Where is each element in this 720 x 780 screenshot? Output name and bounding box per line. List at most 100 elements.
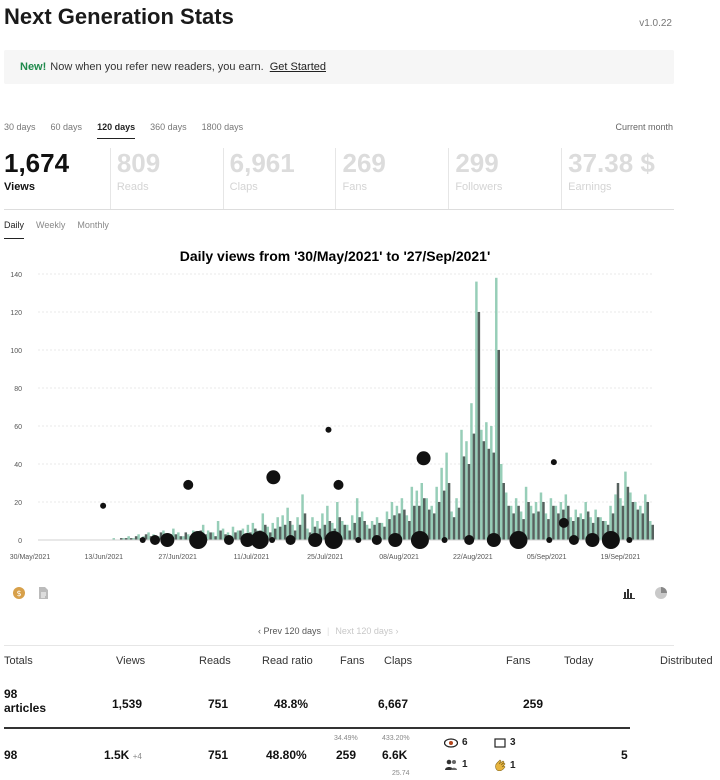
bar: [420, 483, 423, 540]
stat-value: 299: [455, 148, 499, 178]
stat-fans[interactable]: 269 Fans: [335, 148, 448, 209]
bar: [604, 521, 607, 540]
bar: [584, 502, 587, 540]
bar: [273, 528, 277, 540]
coin-icon[interactable]: $: [12, 586, 26, 600]
tab-120-days[interactable]: 120 days: [97, 122, 136, 139]
bar: [467, 464, 471, 540]
bar: [532, 513, 535, 540]
y-tick-label: 60: [14, 424, 22, 431]
stat-reads[interactable]: 809 Reads: [109, 148, 223, 209]
article-bubble: [416, 451, 431, 466]
book-icon: [494, 737, 506, 748]
bar: [365, 524, 369, 540]
bar: [122, 538, 125, 540]
bar: [388, 519, 391, 540]
bar: [216, 521, 220, 540]
bar: [311, 517, 314, 540]
header-distributed[interactable]: Distributed: [660, 655, 713, 667]
tab-monthly[interactable]: Monthly: [77, 220, 109, 230]
bar-chart-icon[interactable]: [622, 586, 636, 600]
claps-mini-value: 1: [510, 759, 516, 771]
bar: [172, 528, 175, 540]
tab-1800-days[interactable]: 1800 days: [201, 122, 244, 132]
stat-value: 1,674: [4, 148, 70, 178]
banner-text: Now when you refer new readers, you earn…: [50, 61, 264, 73]
tab-daily[interactable]: Daily: [4, 220, 25, 239]
stat-label: Claps: [229, 181, 258, 193]
x-tick-label: 25/Jul/2021: [307, 554, 343, 561]
bar: [539, 492, 543, 540]
tab-60-days[interactable]: 60 days: [50, 122, 83, 132]
stat-earnings[interactable]: 37.38 $ Earnings: [561, 148, 674, 209]
bar: [527, 502, 530, 540]
bar: [517, 505, 520, 540]
bar: [497, 350, 500, 540]
bar: [403, 509, 406, 540]
header-claps[interactable]: Claps: [384, 655, 413, 667]
article-bubble: [183, 479, 194, 490]
header-views[interactable]: Views: [116, 655, 146, 667]
bar: [328, 521, 332, 540]
bar: [577, 517, 580, 540]
chart-title: Daily views from '30/May/2021' to '27/Se…: [179, 248, 491, 264]
get-started-link[interactable]: Get Started: [269, 61, 326, 73]
bar: [519, 511, 523, 540]
article-bubble: [464, 535, 475, 545]
bar: [234, 532, 237, 540]
bar: [529, 505, 533, 540]
header-reads[interactable]: Reads: [199, 655, 231, 667]
stat-views[interactable]: 1,674 Views: [4, 148, 110, 209]
x-tick-label: 27/Jun/2021: [158, 554, 197, 561]
header-fans-2[interactable]: Fans: [506, 655, 531, 667]
reads-mini: 3: [494, 737, 516, 748]
bar: [291, 524, 294, 540]
document-icon[interactable]: [36, 586, 50, 600]
bar: [442, 490, 446, 540]
article-bubble: [325, 426, 332, 433]
bar: [343, 524, 346, 540]
bar: [129, 538, 133, 540]
y-tick-label: 80: [14, 386, 22, 393]
bar: [470, 403, 473, 540]
bar: [187, 534, 190, 540]
stat-value: 809: [116, 148, 161, 178]
header-read-ratio[interactable]: Read ratio: [262, 655, 313, 667]
current-month-link[interactable]: Current month: [615, 122, 673, 132]
article-bubble: [601, 531, 620, 549]
bar: [395, 505, 399, 540]
pie-chart-icon[interactable]: [654, 586, 668, 600]
tab-weekly[interactable]: Weekly: [36, 220, 66, 230]
bar: [624, 471, 627, 540]
bar: [572, 521, 575, 540]
right-icon-group: [622, 586, 668, 600]
bar: [472, 433, 476, 540]
stat-claps[interactable]: 6,961 Claps: [222, 148, 336, 209]
bar: [209, 532, 212, 540]
bar: [626, 486, 630, 540]
bar: [360, 511, 364, 540]
bar: [221, 528, 225, 540]
row2-reads: 751: [208, 748, 229, 762]
tab-360-days[interactable]: 360 days: [150, 122, 187, 132]
stat-followers[interactable]: 299 Followers: [448, 148, 561, 209]
bar: [547, 519, 550, 540]
prev-page-button[interactable]: ‹ Prev 120 days: [258, 626, 322, 636]
bar: [293, 530, 297, 540]
header-fans[interactable]: Fans: [340, 655, 365, 667]
article-bubble: [550, 459, 557, 466]
header-today[interactable]: Today: [564, 655, 594, 667]
bar: [296, 517, 299, 540]
article-bubble: [150, 535, 161, 545]
stat-value: 269: [342, 148, 386, 178]
bar: [278, 526, 282, 540]
bar: [326, 505, 329, 540]
bar: [596, 517, 600, 540]
bar: [487, 448, 491, 540]
tab-30-days[interactable]: 30 days: [4, 122, 36, 132]
bar: [616, 483, 620, 540]
row2-read-ratio: 48.80%: [266, 748, 307, 762]
bar: [502, 483, 505, 540]
bar: [557, 513, 560, 540]
bar: [373, 524, 376, 540]
